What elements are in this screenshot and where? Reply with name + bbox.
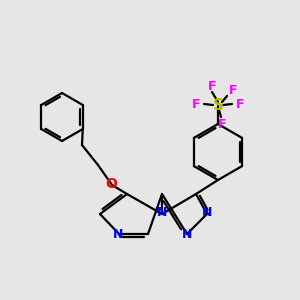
Text: N: N <box>202 206 212 220</box>
Text: F: F <box>236 98 244 110</box>
Text: N: N <box>157 206 167 220</box>
Text: N: N <box>182 229 192 242</box>
Text: N: N <box>113 229 123 242</box>
Text: O: O <box>105 177 117 191</box>
Text: F: F <box>229 84 237 98</box>
Text: F: F <box>218 118 226 130</box>
Text: S: S <box>212 98 224 113</box>
Text: F: F <box>192 98 200 110</box>
Text: F: F <box>208 80 216 92</box>
